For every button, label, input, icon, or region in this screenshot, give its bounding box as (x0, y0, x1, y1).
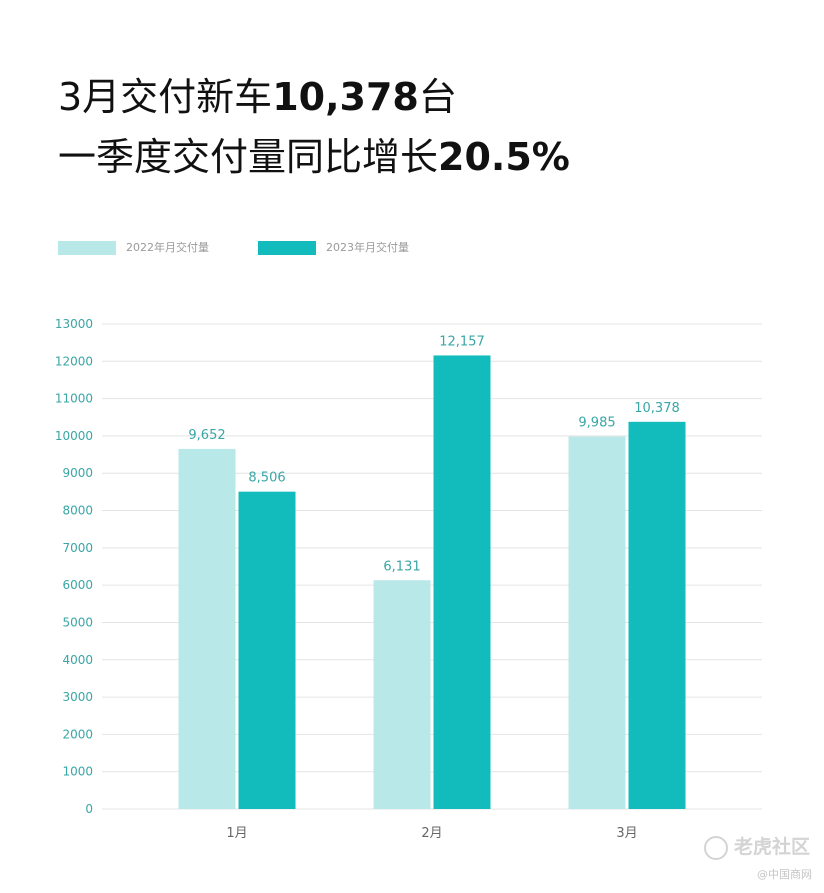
legend-swatch-2023 (258, 241, 316, 255)
bar-2022 (373, 580, 431, 809)
y-tick-label: 8000 (62, 504, 93, 518)
legend-label-2022: 2022年月交付量 (126, 241, 209, 254)
y-tick-label: 5000 (62, 615, 93, 629)
data-label: 6,131 (383, 559, 420, 574)
title-line-1: 3月交付新车10,378台 (58, 74, 457, 120)
legend-label-2023: 2023年月交付量 (326, 241, 409, 254)
legend-swatch-2022 (58, 241, 116, 255)
watermark-sub: @中国商网 (757, 868, 812, 881)
y-tick-label: 6000 (62, 578, 93, 592)
y-tick-label: 13000 (55, 317, 93, 331)
y-tick-label: 4000 (62, 653, 93, 667)
y-tick-label: 10000 (55, 429, 93, 443)
x-tick-label: 3月 (616, 826, 637, 841)
y-tick-label: 2000 (62, 727, 93, 741)
data-label: 10,378 (634, 401, 680, 416)
data-label: 12,157 (439, 334, 485, 349)
bar-chart: 0 1000 2000 3000 4000 5000 6000 7000 8000 9000 100… (55, 317, 762, 841)
title-line-1-prefix: 3月交付新车 (58, 75, 273, 119)
bar-2022 (568, 436, 626, 809)
bar-2023 (628, 421, 686, 809)
x-tick-label: 1月 (226, 826, 247, 841)
watermark-logo-icon (703, 835, 728, 860)
bar-2022 (178, 448, 236, 809)
title-line-1-suffix: 台 (418, 75, 457, 119)
watermark: 老虎社区 (703, 832, 810, 860)
y-tick-label: 11000 (55, 392, 93, 406)
data-label: 9,985 (578, 415, 615, 430)
y-tick-label: 9000 (62, 466, 93, 480)
y-tick-label: 7000 (62, 541, 93, 555)
title-line-2: 一季度交付量同比增长20.5% (58, 134, 570, 180)
bar-2023 (433, 355, 491, 809)
y-tick-label: 12000 (55, 354, 93, 368)
data-label: 9,652 (188, 428, 225, 443)
title-line-2-prefix: 一季度交付量同比增长 (58, 135, 439, 179)
x-tick-label: 2月 (421, 826, 442, 841)
bar-2023 (238, 491, 296, 809)
y-tick-label: 0 (85, 802, 93, 816)
title-line-1-highlight: 10,378 (272, 75, 419, 119)
watermark-text: 老虎社区 (733, 836, 810, 858)
y-tick-label: 1000 (62, 765, 93, 779)
title-line-2-highlight: 20.5% (438, 135, 570, 179)
y-tick-label: 3000 (62, 690, 93, 704)
data-label: 8,506 (248, 471, 285, 486)
